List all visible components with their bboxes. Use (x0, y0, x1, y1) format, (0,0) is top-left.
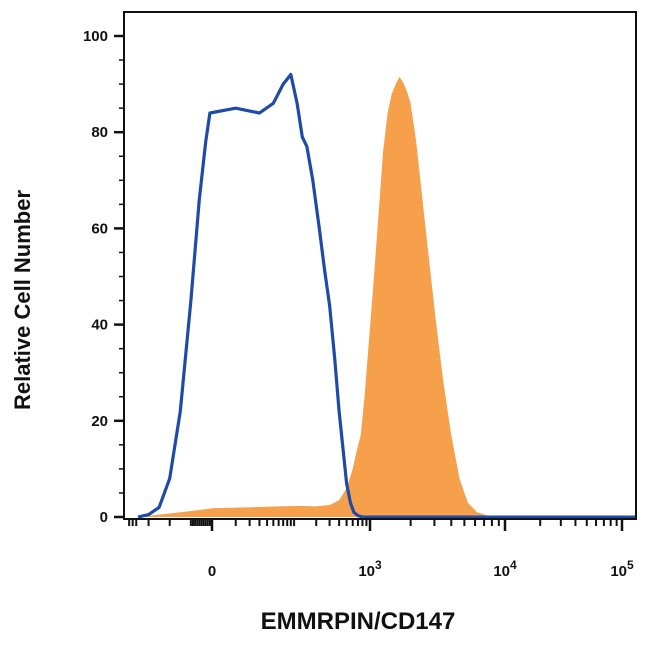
filled-histogram (138, 76, 499, 518)
tick-labels: 0 20 40 60 80 100 0 103 104 105 (83, 28, 634, 580)
y-tick-label: 40 (91, 317, 108, 334)
x-axis-title: EMMRPIN/CD147 (261, 608, 456, 635)
x-tick-label: 104 (493, 558, 517, 580)
x-tick-label: 0 (208, 563, 216, 580)
y-tick-label: 60 (91, 220, 108, 237)
x-tick-label: 105 (610, 558, 634, 580)
y-tick-label: 80 (91, 124, 108, 141)
x-tick-label: 103 (358, 558, 382, 580)
y-tick-label: 0 (100, 509, 108, 526)
control-histogram-line (137, 72, 363, 519)
y-axis-ticks (114, 34, 124, 519)
y-tick-label: 100 (83, 28, 108, 45)
plot-frame (123, 11, 637, 520)
series-layer (137, 72, 636, 519)
x-axis-ticks (128, 519, 624, 531)
y-axis-title: Relative Cell Number (10, 190, 35, 411)
y-tick-label: 20 (91, 413, 108, 430)
